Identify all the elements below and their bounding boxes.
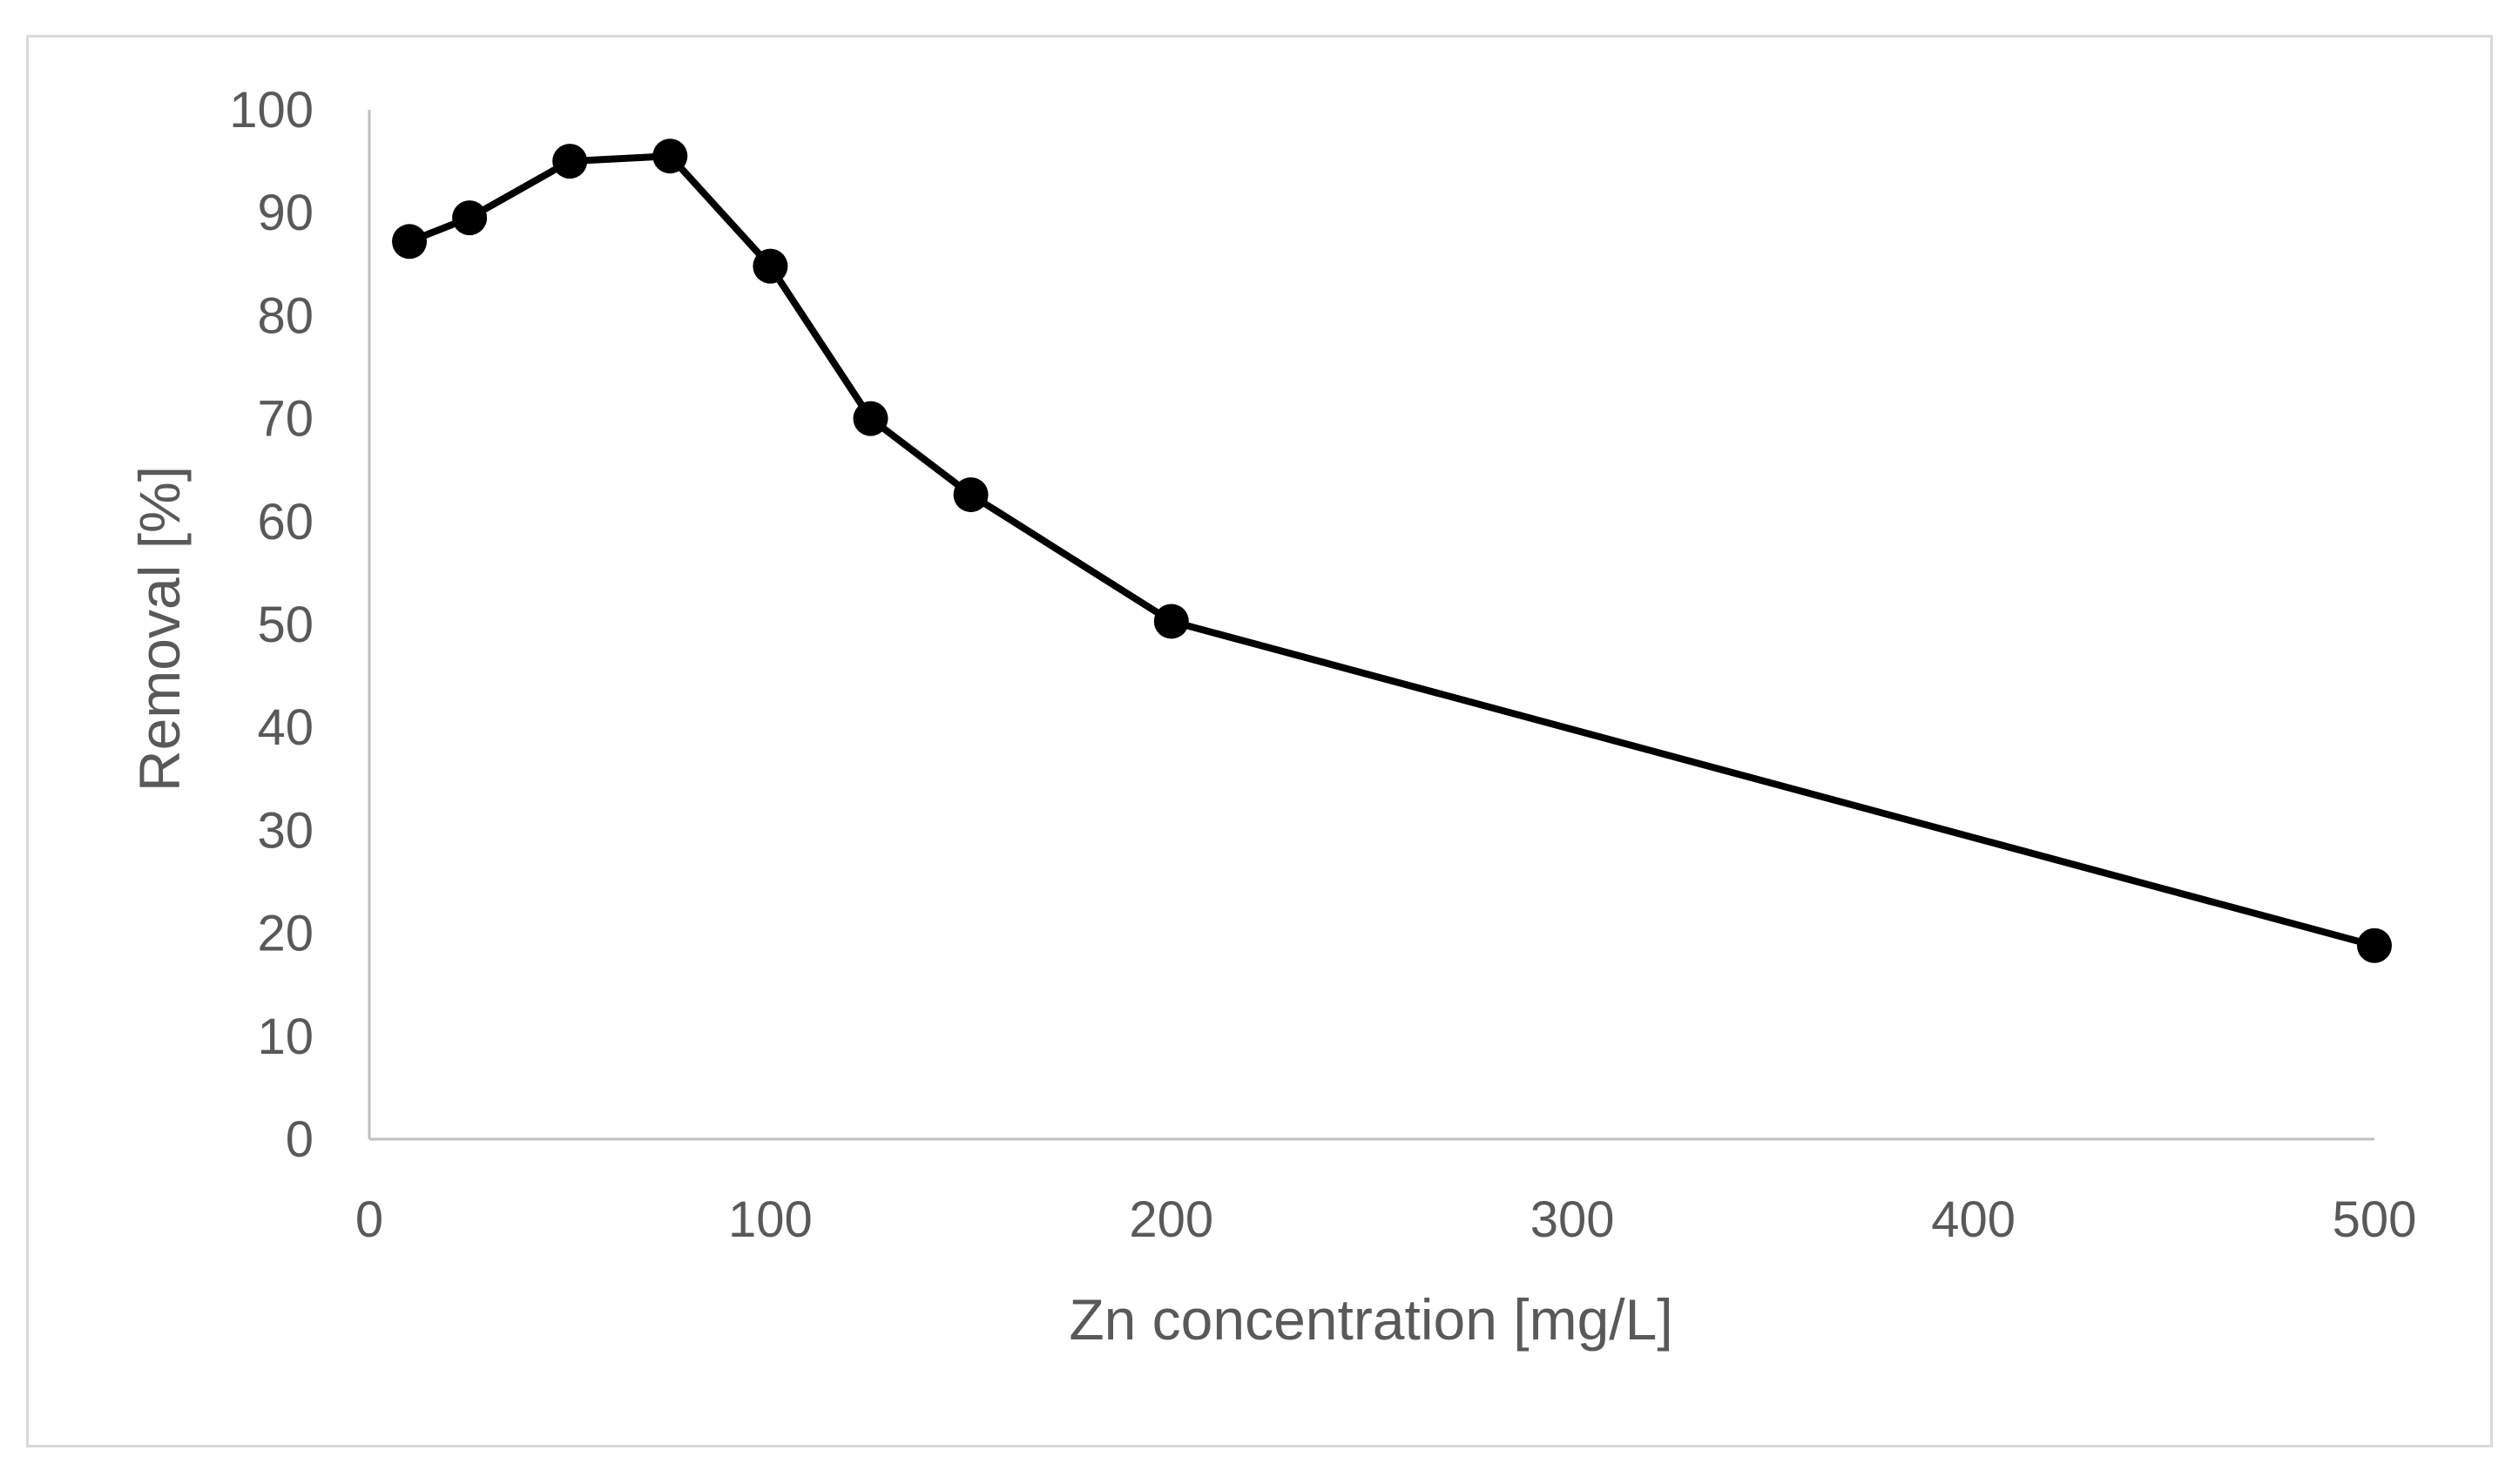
- x-tick-label: 500: [2333, 1191, 2417, 1248]
- y-tick-label: 100: [229, 82, 314, 138]
- y-tick-label: 30: [257, 802, 314, 859]
- y-tick-label: 60: [257, 494, 314, 550]
- data-point: [392, 224, 428, 260]
- data-point: [552, 144, 588, 179]
- axes: [368, 110, 2374, 1141]
- x-tick-label: 300: [1530, 1191, 1615, 1248]
- chart-frame: [26, 35, 2493, 1447]
- x-tick-label: 200: [1129, 1191, 1213, 1248]
- y-tick-label: 10: [257, 1008, 314, 1065]
- y-tick-labels: 0 10 20 30 40 50 60 70 80 90 100: [229, 82, 314, 1168]
- x-tick-label: 100: [728, 1191, 813, 1248]
- y-tick-label: 20: [257, 906, 314, 962]
- series-line: [408, 152, 2376, 949]
- data-point: [753, 248, 788, 284]
- y-tick-label: 90: [257, 185, 314, 241]
- data-point: [853, 401, 888, 436]
- y-tick-label: 0: [286, 1111, 314, 1168]
- data-point: [2357, 928, 2392, 963]
- y-tick-label: 70: [257, 391, 314, 448]
- data-point: [452, 200, 488, 236]
- data-point: [953, 477, 989, 513]
- x-tick-labels: 0 100 200 300 400 500: [355, 1191, 2417, 1248]
- y-tick-label: 50: [257, 597, 314, 653]
- x-tick-label: 400: [1931, 1191, 2016, 1248]
- y-axis-title: Removal [%]: [127, 466, 192, 792]
- data-point: [1153, 604, 1189, 639]
- x-tick-label: 0: [355, 1191, 383, 1248]
- x-axis-title: Zn concentration [mg/L]: [1069, 1287, 1672, 1352]
- y-tick-label: 80: [257, 287, 314, 344]
- data-point: [652, 138, 688, 174]
- series-layer: [392, 138, 2392, 963]
- y-tick-label: 40: [257, 699, 314, 756]
